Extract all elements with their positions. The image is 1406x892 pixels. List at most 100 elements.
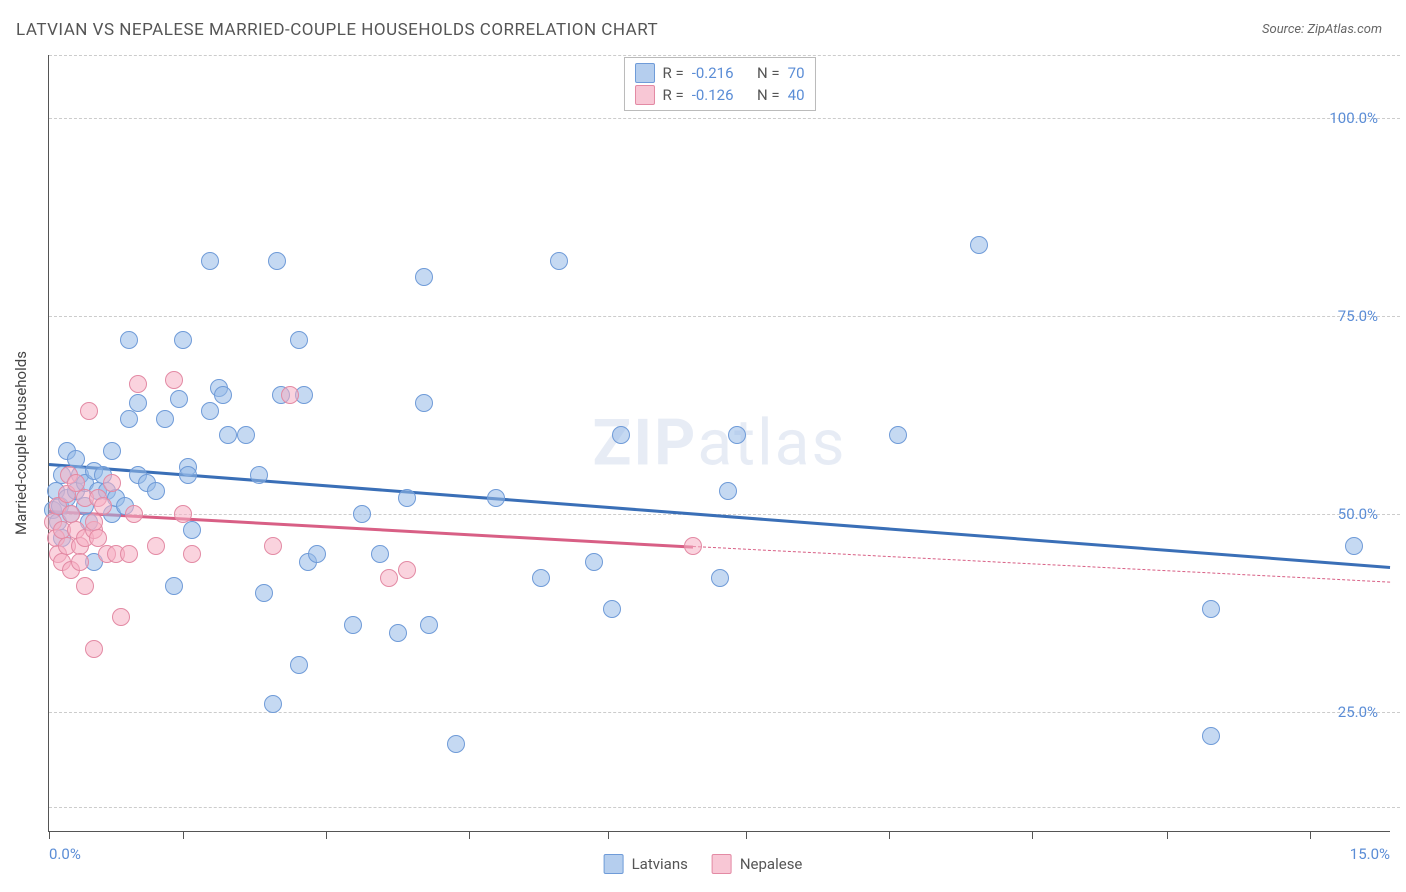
- legend-top-row: R = -0.216 N = 70: [634, 62, 804, 84]
- gridline: [49, 807, 1400, 808]
- source-name: ZipAtlas.com: [1307, 22, 1382, 37]
- legend-swatch: [712, 854, 732, 874]
- x-tick: [49, 831, 50, 839]
- y-tick-label: 25.0%: [1338, 703, 1378, 721]
- legend-n-value: 70: [788, 64, 805, 82]
- y-tick-label: 100.0%: [1329, 109, 1378, 127]
- trend-line-nepalese: [693, 546, 1390, 583]
- data-point-latvians: [415, 394, 433, 412]
- data-point-latvians: [389, 624, 407, 642]
- data-point-latvians: [550, 252, 568, 270]
- y-axis-label: Married-couple Households: [12, 351, 30, 535]
- data-point-nepalese: [129, 375, 147, 393]
- data-point-nepalese: [125, 505, 143, 523]
- data-point-latvians: [255, 584, 273, 602]
- x-tick: [469, 831, 470, 839]
- legend-top: R = -0.216 N = 70 R =-0.126 N =40: [623, 57, 815, 111]
- source-attribution: Source: ZipAtlas.com: [1262, 22, 1382, 37]
- data-point-nepalese: [183, 545, 201, 563]
- legend-bottom-item: Latvians: [604, 854, 688, 874]
- data-point-latvians: [174, 331, 192, 349]
- data-point-nepalese: [147, 537, 165, 555]
- x-tick: [889, 831, 890, 839]
- data-point-latvians: [290, 331, 308, 349]
- x-tick: [608, 831, 609, 839]
- correlation-scatter-chart: LATVIAN VS NEPALESE MARRIED-COUPLE HOUSE…: [0, 0, 1406, 892]
- legend-n-label: N =: [757, 64, 780, 82]
- data-point-latvians: [1202, 600, 1220, 618]
- legend-bottom: Latvians Nepalese: [604, 854, 803, 874]
- x-tick: [1167, 831, 1168, 839]
- data-point-latvians: [214, 386, 232, 404]
- data-point-nepalese: [112, 608, 130, 626]
- data-point-nepalese: [380, 569, 398, 587]
- source-label: Source:: [1262, 22, 1304, 37]
- legend-swatch: [604, 854, 624, 874]
- data-point-nepalese: [264, 537, 282, 555]
- data-point-nepalese: [85, 640, 103, 658]
- data-point-latvians: [165, 577, 183, 595]
- legend-r-value: -0.216: [692, 64, 734, 82]
- data-point-latvians: [420, 616, 438, 634]
- data-point-latvians: [264, 695, 282, 713]
- gridline: [49, 316, 1400, 317]
- x-tick-label: 15.0%: [1350, 845, 1390, 863]
- data-point-latvians: [612, 426, 630, 444]
- legend-bottom-item: Nepalese: [712, 854, 803, 874]
- data-point-latvians: [120, 410, 138, 428]
- data-point-latvians: [268, 252, 286, 270]
- data-point-nepalese: [103, 474, 121, 492]
- data-point-nepalese: [71, 553, 89, 571]
- chart-title: LATVIAN VS NEPALESE MARRIED-COUPLE HOUSE…: [16, 20, 658, 40]
- legend-top-row: R =-0.126 N =40: [634, 84, 804, 106]
- data-point-latvians: [1202, 727, 1220, 745]
- data-point-latvians: [120, 331, 138, 349]
- plot-area: ZIPatlas Married-couple Households R =-0…: [48, 55, 1390, 832]
- data-point-latvians: [532, 569, 550, 587]
- x-tick: [1310, 831, 1311, 839]
- data-point-latvians: [889, 426, 907, 444]
- x-tick: [746, 831, 747, 839]
- data-point-latvians: [585, 553, 603, 571]
- gridline: [49, 712, 1400, 713]
- gridline: [49, 55, 1400, 56]
- data-point-latvians: [156, 410, 174, 428]
- data-point-latvians: [398, 489, 416, 507]
- data-point-nepalese: [76, 577, 94, 595]
- data-point-nepalese: [80, 402, 98, 420]
- data-point-latvians: [447, 735, 465, 753]
- legend-r-label: R =: [662, 64, 683, 82]
- data-point-latvians: [1345, 537, 1363, 555]
- legend-series-label: Nepalese: [740, 855, 803, 873]
- data-point-latvians: [201, 252, 219, 270]
- data-point-latvians: [711, 569, 729, 587]
- data-point-latvians: [103, 442, 121, 460]
- trend-line-nepalese: [49, 510, 693, 548]
- data-point-latvians: [183, 521, 201, 539]
- x-tick: [183, 831, 184, 839]
- data-point-latvians: [719, 482, 737, 500]
- data-point-latvians: [728, 426, 746, 444]
- data-point-latvians: [487, 489, 505, 507]
- data-point-latvians: [219, 426, 237, 444]
- watermark-light: atlas: [697, 406, 846, 481]
- x-tick: [326, 831, 327, 839]
- data-point-nepalese: [684, 537, 702, 555]
- legend-n-label: N =: [757, 86, 780, 104]
- data-point-latvians: [344, 616, 362, 634]
- x-tick-label: 0.0%: [49, 845, 81, 863]
- legend-swatch: [634, 63, 654, 83]
- data-point-latvians: [970, 236, 988, 254]
- data-point-latvians: [201, 402, 219, 420]
- data-point-latvians: [353, 505, 371, 523]
- legend-r-value: -0.126: [692, 86, 734, 104]
- data-point-latvians: [415, 268, 433, 286]
- watermark: ZIPatlas: [593, 406, 847, 481]
- data-point-latvians: [308, 545, 326, 563]
- data-point-latvians: [170, 390, 188, 408]
- watermark-bold: ZIP: [593, 406, 698, 481]
- data-point-latvians: [603, 600, 621, 618]
- data-point-nepalese: [165, 371, 183, 389]
- data-point-nepalese: [94, 497, 112, 515]
- y-tick-label: 75.0%: [1338, 307, 1378, 325]
